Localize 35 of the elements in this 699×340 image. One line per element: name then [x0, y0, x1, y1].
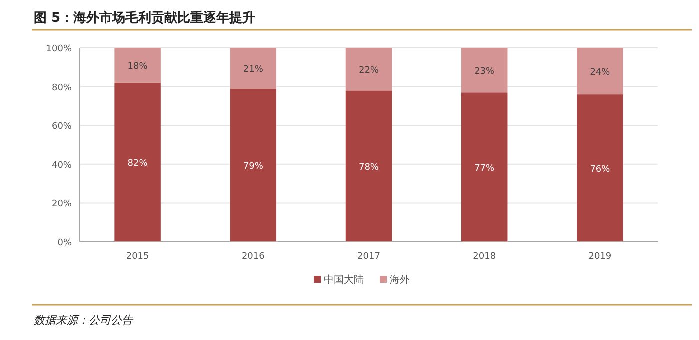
- data-label: 82%: [128, 158, 148, 169]
- bar: [346, 90, 392, 242]
- bar: [461, 48, 508, 93]
- y-tick-label: 60%: [52, 122, 72, 132]
- y-tick-label: 40%: [52, 160, 72, 171]
- bar: [114, 48, 161, 83]
- chart-title: 图 5：海外市场毛利贡献比重逐年提升: [34, 10, 256, 26]
- data-label: 77%: [474, 164, 496, 174]
- bar: [114, 82, 161, 242]
- bar: [346, 48, 392, 91]
- source-note: 数据来源：公司公告: [34, 314, 134, 327]
- x-tick-label: 2016: [242, 252, 266, 262]
- bar: [577, 94, 624, 242]
- x-tick-label: 2019: [588, 252, 612, 262]
- data-label: 79%: [243, 162, 264, 172]
- x-tick-label: 2017: [358, 252, 380, 262]
- data-label: 78%: [358, 162, 380, 173]
- legend-label: 中国大陆: [324, 274, 364, 286]
- data-label: 18%: [128, 62, 148, 72]
- y-tick-label: 100%: [46, 44, 72, 54]
- data-label: 22%: [358, 66, 380, 76]
- data-label: 76%: [590, 164, 611, 175]
- data-label: 21%: [243, 64, 264, 75]
- bar: [577, 48, 624, 95]
- bar: [461, 92, 508, 242]
- y-tick-label: 80%: [52, 83, 72, 94]
- x-tick-label: 2018: [473, 252, 496, 262]
- data-label: 24%: [590, 68, 611, 78]
- bar: [230, 88, 277, 242]
- legend-label: 海外: [390, 274, 410, 286]
- x-tick-label: 2015: [126, 252, 150, 262]
- y-tick-label: 0%: [58, 238, 72, 248]
- y-tick-label: 20%: [52, 200, 72, 210]
- data-label: 23%: [474, 66, 496, 77]
- bar: [230, 48, 277, 89]
